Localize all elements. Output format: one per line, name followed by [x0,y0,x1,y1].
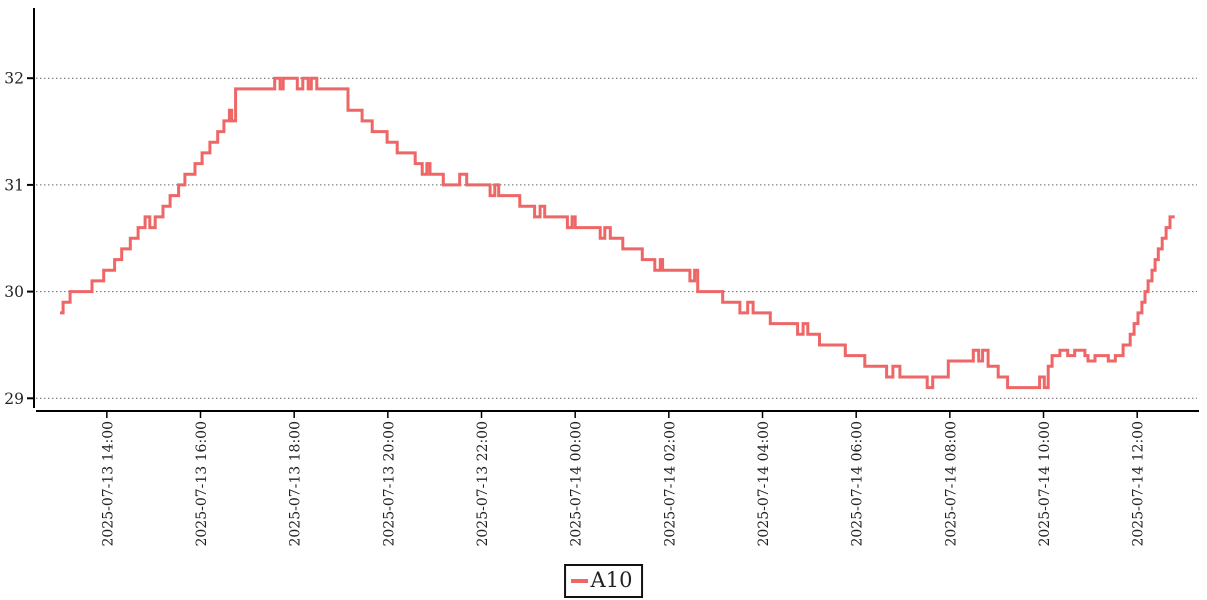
y-tick-label: 31 [4,176,24,194]
x-tick-label: 2025-07-14 02:00 [662,421,678,547]
y-tick-label: 32 [4,70,24,88]
legend[interactable]: A10 [563,564,644,599]
series-line-a10 [60,76,1175,390]
x-tick-label: 2025-07-14 06:00 [850,421,866,547]
x-tick-label: 2025-07-14 08:00 [943,421,959,547]
x-tick-label: 2025-07-14 04:00 [756,421,772,547]
legend-line-marker [570,578,588,583]
legend-label: A10 [590,568,633,592]
x-tick-label: 2025-07-13 20:00 [381,421,397,547]
x-tick-label: 2025-07-14 00:00 [569,421,585,547]
x-tick-label: 2025-07-13 16:00 [194,421,210,547]
x-tick-label: 2025-07-13 22:00 [475,421,491,547]
x-tick-label: 2025-07-14 10:00 [1037,421,1053,547]
x-tick-label: 2025-07-14 12:00 [1131,421,1147,547]
y-tick-label: 30 [4,283,24,301]
y-tick-label: 29 [4,390,24,408]
x-tick-label: 2025-07-13 14:00 [100,421,116,547]
x-tick-label: 2025-07-13 18:00 [288,421,304,547]
